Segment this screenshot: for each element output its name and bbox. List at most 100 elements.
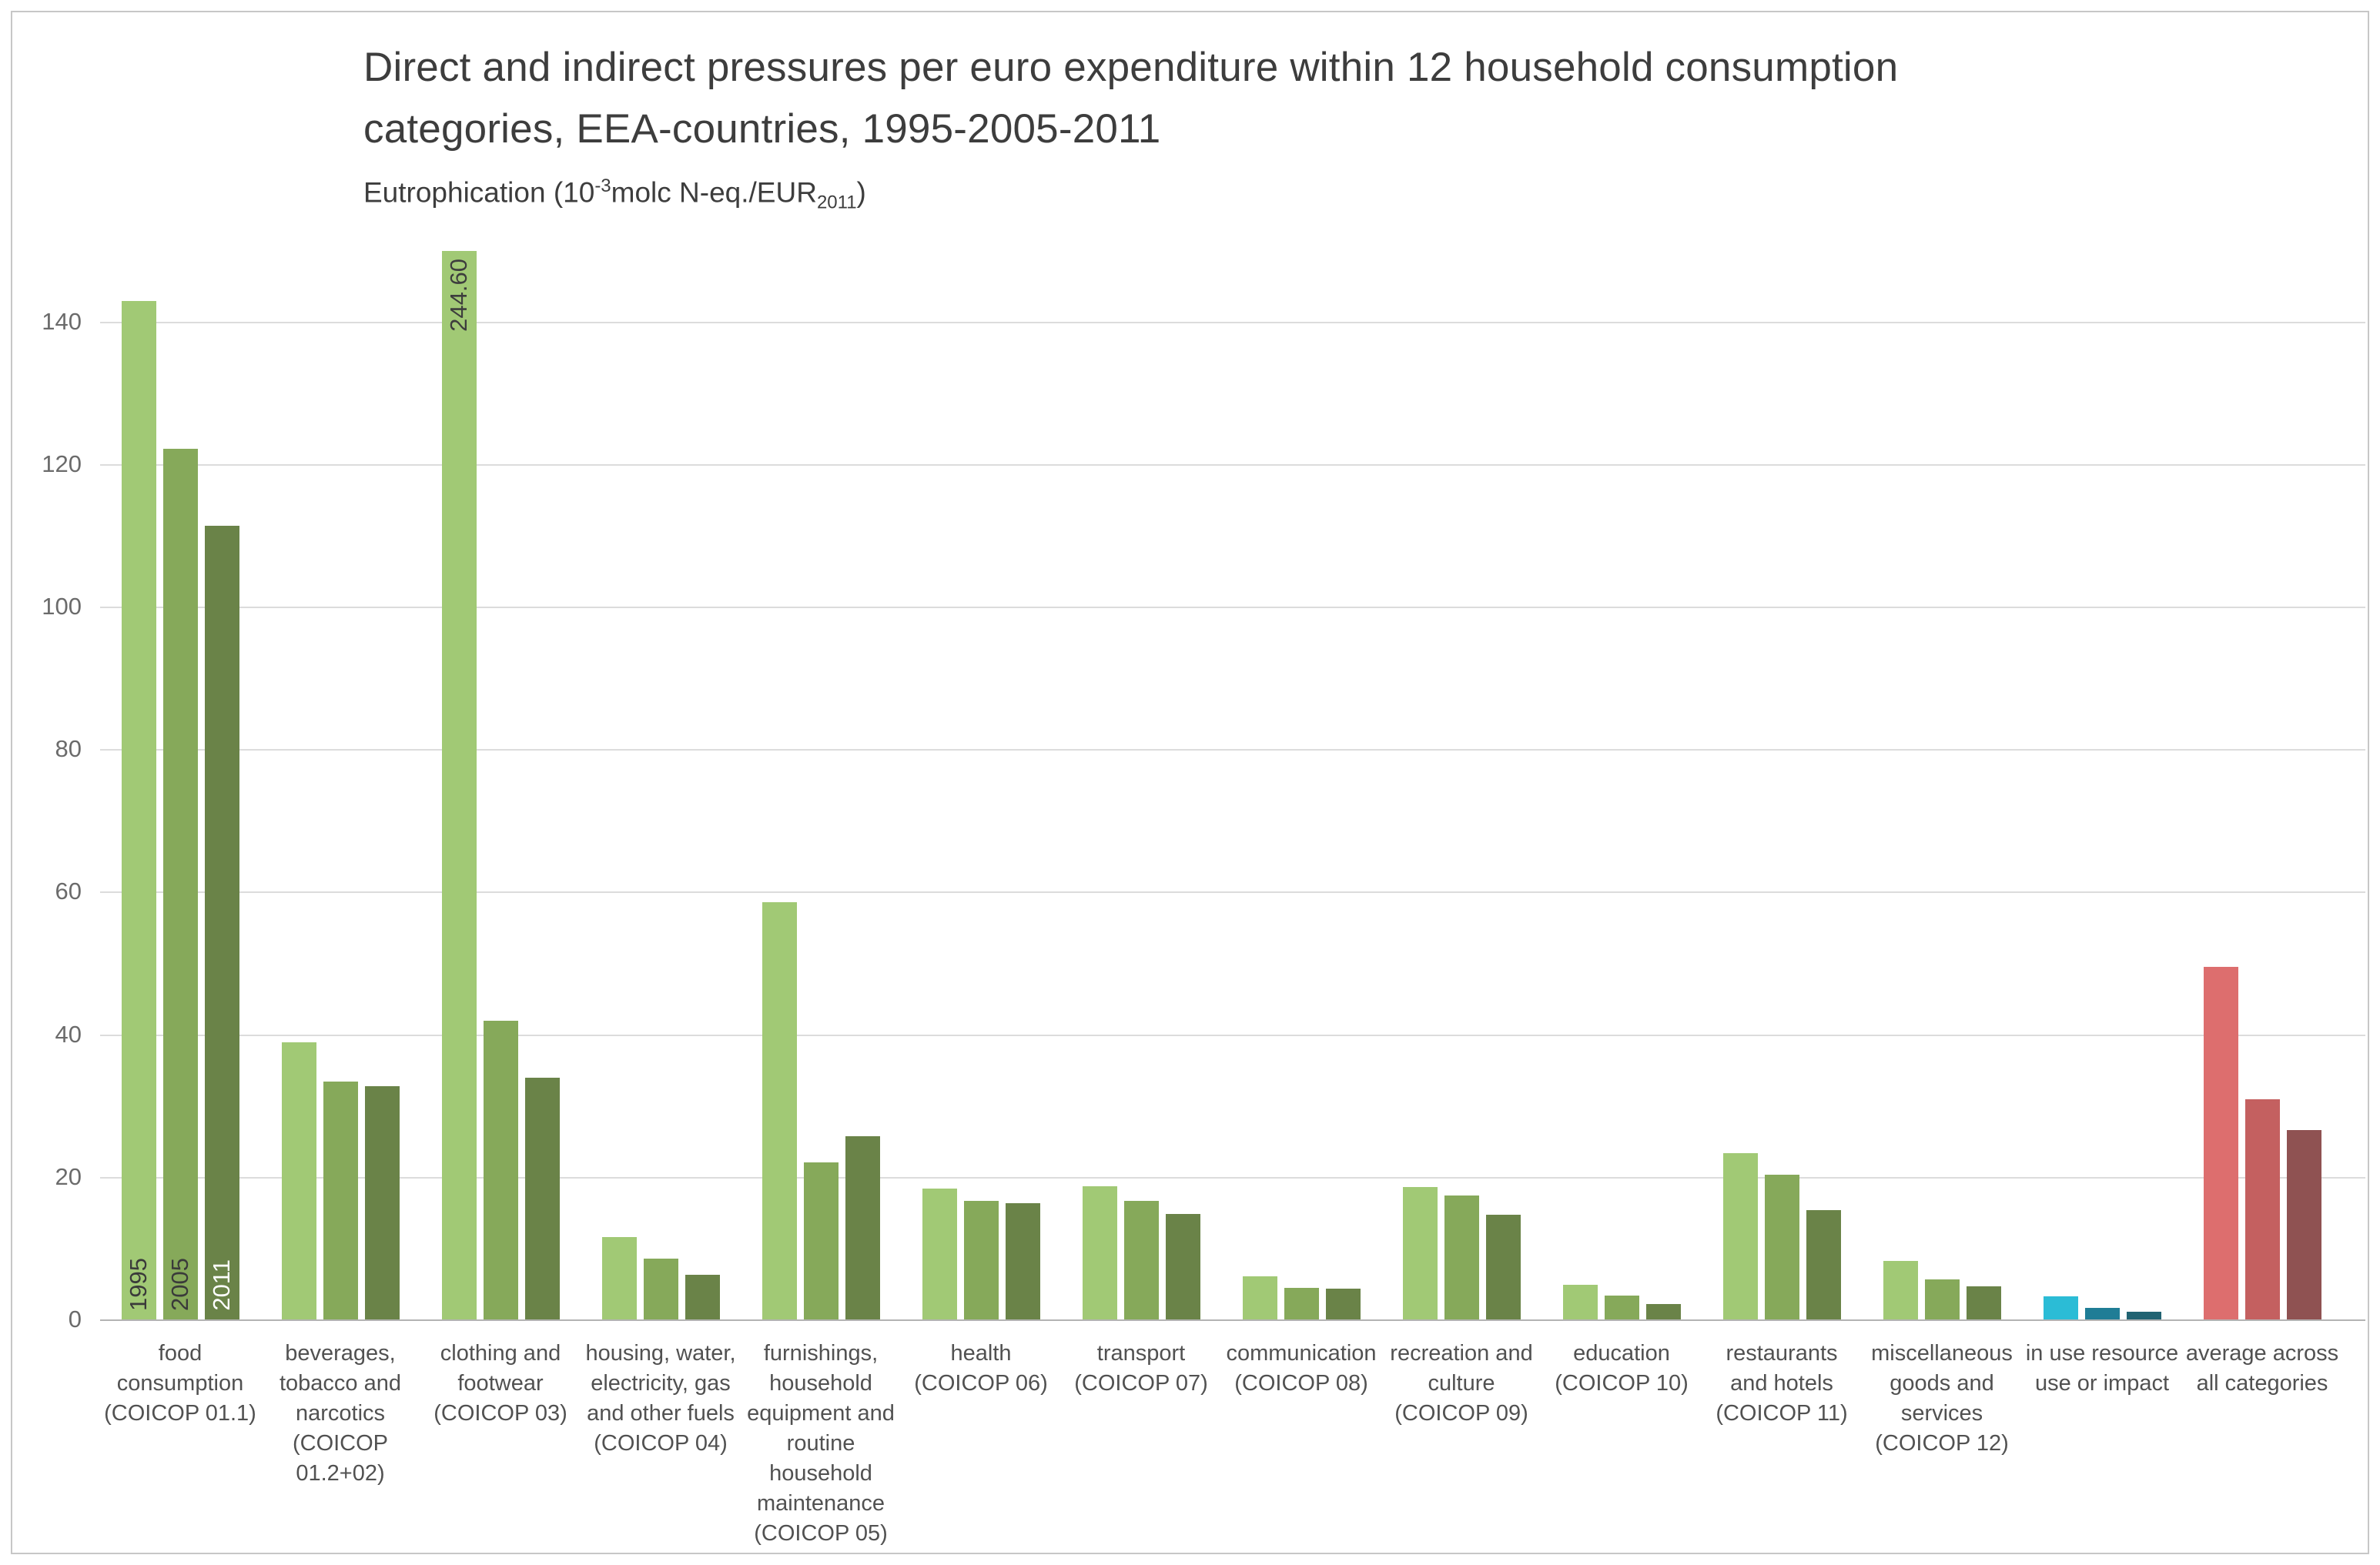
x-axis-label-text: restaurants and hotels (COICOP 11) xyxy=(1716,1341,1848,1426)
x-axis-label: transport (COICOP 07) xyxy=(1061,1339,1221,1399)
bar xyxy=(922,1188,957,1320)
bar-group xyxy=(2022,251,2182,1320)
bar xyxy=(2084,1308,2120,1320)
x-axis-label-text: health (COICOP 06) xyxy=(914,1341,1048,1396)
bar: 2005 xyxy=(162,449,198,1320)
bar xyxy=(2126,1311,2161,1320)
bar xyxy=(1165,1214,1200,1320)
bar xyxy=(364,1086,400,1320)
bar-value-label: 244.60 xyxy=(445,259,472,332)
bar xyxy=(524,1078,560,1320)
gridline xyxy=(100,463,2365,466)
bar xyxy=(323,1081,358,1320)
x-axis-label-text: recreation and culture (COICOP 09) xyxy=(1390,1341,1533,1426)
bar-group xyxy=(1221,251,1381,1320)
bar-group xyxy=(1061,251,1221,1320)
bar xyxy=(1562,1284,1598,1320)
x-axis-label: restaurants and hotels (COICOP 11) xyxy=(1702,1339,1862,1429)
bar xyxy=(1722,1153,1758,1320)
chart-title: Direct and indirect pressures per euro e… xyxy=(363,45,1899,152)
x-axis-label: average across all categories xyxy=(2182,1339,2342,1399)
bar xyxy=(2043,1296,2078,1320)
bar xyxy=(1402,1186,1438,1320)
bar: 2011 xyxy=(204,525,239,1320)
bar xyxy=(1005,1203,1040,1320)
bar xyxy=(1082,1185,1117,1320)
bar-group xyxy=(1541,251,1702,1320)
bar xyxy=(1444,1195,1479,1320)
bar-groups: 1995 2005 2011 244.60 xyxy=(100,251,2342,1320)
x-axis-label: miscellaneous goods and services (COICOP… xyxy=(1862,1339,2022,1459)
y-axis-tick-label: 40 xyxy=(55,1020,82,1048)
x-axis-label-text: transport (COICOP 07) xyxy=(1074,1341,1208,1396)
bar xyxy=(1924,1279,1960,1320)
x-axis-label-text: miscellaneous goods and services (COICOP… xyxy=(1871,1341,2013,1456)
bar-year-label: 1995 xyxy=(125,1258,152,1311)
y-axis-tick-label: 100 xyxy=(42,593,82,620)
bar xyxy=(1764,1175,1799,1320)
bar xyxy=(845,1136,880,1320)
x-axis-label: in use resource use or impact xyxy=(2022,1339,2182,1399)
gridline xyxy=(100,607,2365,608)
bar xyxy=(762,902,797,1320)
bar xyxy=(1325,1289,1361,1320)
subtitle-subscript: 2011 xyxy=(816,192,857,213)
y-axis-tick-label: 0 xyxy=(68,1306,82,1333)
bar xyxy=(1966,1286,2001,1320)
bar xyxy=(2244,1099,2280,1320)
chart-subtitle: Eutrophication (10-3molc N-eq./EUR2011) xyxy=(363,176,866,214)
bar xyxy=(281,1042,316,1320)
figure-border xyxy=(11,11,2369,1554)
bar xyxy=(1284,1288,1319,1320)
bar-group xyxy=(741,251,901,1320)
x-axis-label-text: furnishings, household equipment and rou… xyxy=(747,1341,895,1546)
bar xyxy=(2286,1129,2321,1320)
bar xyxy=(601,1236,637,1320)
bar-group xyxy=(1862,251,2022,1320)
x-axis-label-text: education (COICOP 10) xyxy=(1555,1341,1689,1396)
x-axis-label-text: food consumption (COICOP 01.1) xyxy=(104,1341,256,1426)
y-axis-tick-label: 80 xyxy=(55,735,82,763)
x-axis-label: recreation and culture (COICOP 09) xyxy=(1381,1339,1541,1429)
bar xyxy=(1883,1261,1918,1320)
bar-year-label: 2011 xyxy=(208,1259,235,1311)
x-axis-label: health (COICOP 06) xyxy=(901,1339,1061,1399)
bar xyxy=(1242,1276,1277,1320)
bar xyxy=(963,1201,999,1320)
gridline xyxy=(100,1034,2365,1036)
gridline xyxy=(100,321,2365,323)
bar-group: 244.60 xyxy=(420,251,581,1320)
x-axis-label-text: clothing and footwear (COICOP 03) xyxy=(433,1341,567,1426)
y-axis-tick-label: 60 xyxy=(55,878,82,905)
x-axis-label-text: housing, water, electricity, gas and oth… xyxy=(585,1341,736,1456)
x-axis-label: beverages, tobacco and narcotics (COICOP… xyxy=(260,1339,420,1489)
x-axis-label-text: average across all categories xyxy=(2185,1341,2339,1396)
y-axis-tick-label: 140 xyxy=(42,307,82,335)
bar-group xyxy=(1381,251,1541,1320)
bar-group xyxy=(581,251,741,1320)
plot-area: 0 20 40 60 80 100 120 140 1995 2005 2011 244.60 xyxy=(42,251,2365,1333)
bar-group xyxy=(901,251,1061,1320)
bar-group xyxy=(260,251,420,1320)
subtitle-superscript: -3 xyxy=(594,176,611,196)
gridline xyxy=(100,1176,2365,1179)
bar-group xyxy=(1702,251,1862,1320)
bar xyxy=(1485,1214,1521,1320)
gridline xyxy=(100,891,2365,894)
subtitle-mid: molc N-eq./EUR xyxy=(611,176,817,209)
subtitle-suffix: ) xyxy=(856,176,866,209)
subtitle-prefix: Eutrophication (10 xyxy=(363,176,595,209)
x-axis-line xyxy=(100,1319,2365,1321)
bar xyxy=(1604,1295,1639,1320)
x-axis-label: housing, water, electricity, gas and oth… xyxy=(581,1339,741,1459)
bar-group: 1995 2005 2011 xyxy=(100,251,260,1320)
bar xyxy=(2203,966,2238,1320)
bar xyxy=(1806,1210,1841,1320)
bar xyxy=(1645,1303,1681,1320)
bar xyxy=(643,1259,678,1320)
x-axis-label: furnishings, household equipment and rou… xyxy=(741,1339,901,1549)
x-axis-label: clothing and footwear (COICOP 03) xyxy=(420,1339,581,1429)
y-axis-tick-label: 120 xyxy=(42,450,82,477)
bar xyxy=(1123,1201,1159,1320)
bar xyxy=(803,1162,839,1320)
